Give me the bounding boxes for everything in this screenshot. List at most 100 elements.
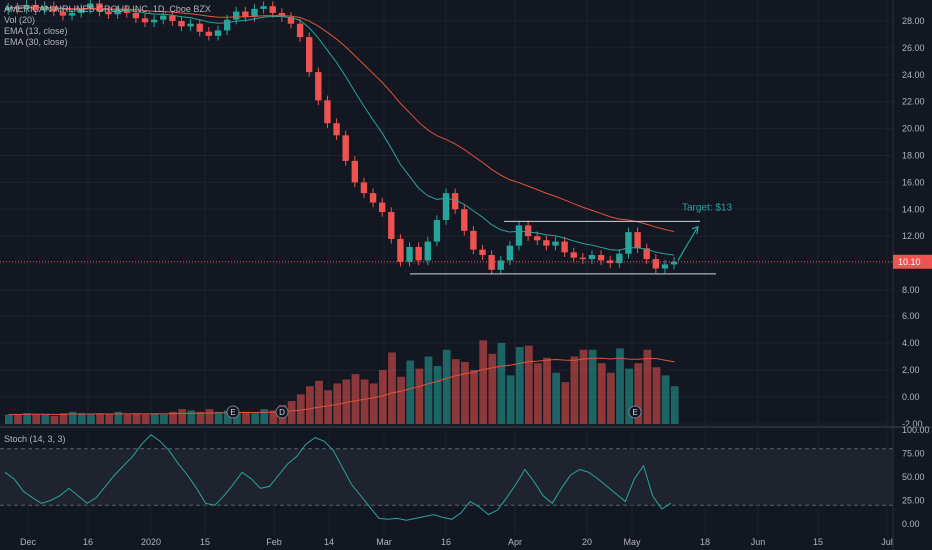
last-price-label: 10.10 [898, 257, 921, 267]
volume-bar [215, 412, 223, 424]
price-tick-label: 12.00 [902, 231, 925, 241]
volume-bar [124, 415, 132, 424]
volume-bar [315, 381, 323, 424]
volume-bar [297, 394, 305, 424]
volume-tick-label: 4.00 [902, 338, 920, 348]
chart-legend: AMERICAN AIRLINES GROUP INC, 1D, Cboe BZ… [4, 4, 211, 48]
candle-body [525, 225, 531, 236]
candle-body [379, 203, 385, 212]
candle-body [361, 182, 367, 193]
x-tick-label: May [623, 537, 641, 547]
volume-bar [470, 370, 478, 424]
candle-body [534, 236, 540, 240]
volume-bar [133, 413, 141, 424]
volume-bar [479, 340, 487, 424]
ema30-legend: EMA (30, close) [4, 37, 68, 47]
stoch-tick-label: 50.00 [902, 472, 925, 482]
volume-bar [397, 377, 405, 424]
candle-body [434, 220, 440, 242]
volume-bar [589, 350, 597, 424]
volume-bar [516, 347, 524, 424]
x-tick-label: Dec [20, 537, 37, 547]
candle-body [397, 239, 403, 262]
candle-body [488, 255, 494, 270]
price-tick-label: 18.00 [902, 151, 925, 161]
stoch-tick-label: 100.00 [902, 425, 930, 435]
volume-bar [178, 409, 186, 424]
candle-body [233, 12, 239, 20]
x-tick-label: Mar [376, 537, 392, 547]
volume-bar [671, 386, 679, 424]
stoch-tick-label: 25.00 [902, 496, 925, 506]
candle-body [215, 30, 221, 35]
candle-body [242, 12, 248, 17]
volume-bar [644, 350, 652, 424]
stoch-legend-label: Stoch (14, 3, 3) [4, 434, 66, 444]
stoch-tick-label: 75.00 [902, 449, 925, 459]
volume-bar [14, 415, 22, 424]
candle-body [224, 20, 230, 31]
volume-bar [461, 362, 469, 424]
x-tick-label: Jun [751, 537, 766, 547]
x-tick-label: 15 [200, 537, 210, 547]
candle-body [425, 242, 431, 261]
volume-bar [406, 361, 414, 424]
symbol-line: AMERICAN AIRLINES GROUP INC, 1D, Cboe BZ… [4, 4, 211, 14]
candle-body [516, 225, 522, 245]
volume-bar [324, 390, 332, 424]
volume-bar [388, 352, 396, 424]
volume-bar [5, 415, 13, 424]
candle-body [671, 262, 677, 265]
volume-bar [260, 409, 268, 424]
volume-bar [96, 413, 104, 424]
volume-bar [662, 375, 670, 424]
volume-bar [571, 357, 579, 425]
candle-body [370, 193, 376, 202]
volume-bar [525, 346, 533, 424]
candle-body [543, 240, 549, 245]
volume-bar [306, 386, 314, 424]
earnings-marker-label: D [279, 408, 285, 417]
candle-body [479, 250, 485, 255]
price-tick-label: 16.00 [902, 177, 925, 187]
vol-legend: Vol (20) [4, 15, 35, 25]
candle-body [388, 212, 394, 239]
price-tick-label: 24.00 [902, 70, 925, 80]
candle-body [352, 161, 358, 183]
volume-bar [580, 350, 588, 424]
volume-bar [23, 413, 31, 424]
x-tick-label: 20 [582, 537, 592, 547]
volume-bar [361, 379, 369, 424]
price-tick-label: 8.00 [902, 285, 920, 295]
candle-body [662, 264, 668, 268]
volume-tick-label: 0.00 [902, 392, 920, 402]
x-tick-label: 16 [83, 537, 93, 547]
volume-bar [187, 411, 195, 425]
volume-bar [598, 363, 606, 424]
x-tick-label: 14 [324, 537, 334, 547]
candle-body [653, 259, 659, 268]
target-arrow [678, 228, 697, 260]
candle-body [634, 232, 640, 248]
volume-bar [251, 413, 259, 424]
candle-body [589, 255, 595, 259]
x-tick-label: 16 [441, 537, 451, 547]
x-tick-label: 2020 [141, 537, 161, 547]
candle-body [507, 246, 513, 261]
volume-bar [443, 350, 451, 424]
volume-bar [543, 358, 551, 424]
volume-bar [41, 415, 49, 424]
volume-bar [498, 343, 506, 424]
volume-tick-label: 6.00 [902, 311, 920, 321]
candle-body [415, 247, 421, 260]
volume-bar [507, 375, 515, 424]
volume-bar [425, 357, 433, 425]
candle-body [324, 100, 330, 123]
stoch-tick-label: 0.00 [902, 519, 920, 529]
candle-body [552, 242, 558, 246]
stoch-legend: Stoch (14, 3, 3) [4, 434, 66, 445]
x-tick-label: 15 [813, 537, 823, 547]
candle-body [315, 72, 321, 100]
volume-bar [242, 412, 250, 424]
